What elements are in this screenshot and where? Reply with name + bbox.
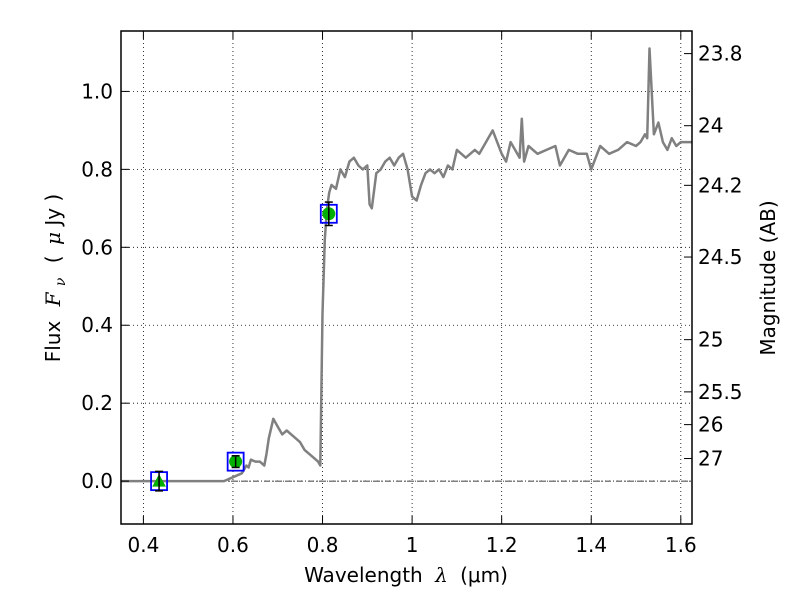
x-tick-label: 1.6 xyxy=(665,533,697,557)
y-axis-label-unit-open: ( xyxy=(41,255,65,263)
y-tick-label: 0.6 xyxy=(81,235,113,259)
axis-ticks: 0.4 0.6 0.8 1 1.2 1.4 1.6 0.0 0.2 0.4 0.6 0.8 1.0 23.… xyxy=(81,31,743,557)
y-tick-label: 1.0 xyxy=(81,79,113,103)
plot-frame xyxy=(120,30,693,525)
photometry-point xyxy=(319,201,338,227)
photometry-point xyxy=(150,470,168,492)
x-axis-label-symbol: λ xyxy=(434,563,448,587)
y2-tick-label: 27 xyxy=(698,447,723,471)
y2-tick-label: 23.8 xyxy=(698,42,743,66)
grid-lines xyxy=(121,31,692,524)
x-tick-label: 0.6 xyxy=(217,533,249,557)
x-tick-label: 1.2 xyxy=(486,533,518,557)
y2-tick-label: 24.2 xyxy=(698,173,743,197)
y-tick-label: 0.8 xyxy=(81,157,113,181)
y-axis-label-unit-mu: μ xyxy=(41,232,65,245)
photometry-point xyxy=(226,451,245,472)
y-tick-label: 0.2 xyxy=(81,391,113,415)
y-axis-label-symbol: F xyxy=(41,291,65,307)
y-tick-label: 0.0 xyxy=(81,469,113,493)
y-axis-label-unit-close: Jy ) xyxy=(41,194,65,228)
x-tick-label: 1.4 xyxy=(575,533,607,557)
x-tick-label: 0.8 xyxy=(307,533,339,557)
y2-tick-label: 24.5 xyxy=(698,245,743,269)
x-axis-label-unit: (μm) xyxy=(460,563,508,587)
x-axis-label: Wavelength λ (μm) xyxy=(304,563,508,587)
x-tick-label: 0.4 xyxy=(127,533,159,557)
photometry-points xyxy=(150,201,338,492)
spectrum-line xyxy=(121,47,692,483)
y-tick-label: 0.4 xyxy=(81,313,113,337)
y2-tick-label: 25 xyxy=(698,328,723,352)
x-axis-label-text: Wavelength xyxy=(304,563,423,587)
y2-tick-label: 24 xyxy=(698,114,723,138)
spectrum-series xyxy=(121,47,692,483)
y2-tick-label: 25.5 xyxy=(698,380,743,404)
x-tick-label: 1 xyxy=(406,533,419,557)
y2-axis-label: Magnitude (AB) xyxy=(756,200,780,355)
y-axis-label-text: Flux xyxy=(41,321,65,363)
y2-tick-label: 26 xyxy=(698,413,723,437)
y-axis-label-subscript: ν xyxy=(53,277,69,286)
photometry-box xyxy=(226,451,245,472)
y-axis-label: Flux F ν ( μ Jy ) xyxy=(41,194,70,363)
